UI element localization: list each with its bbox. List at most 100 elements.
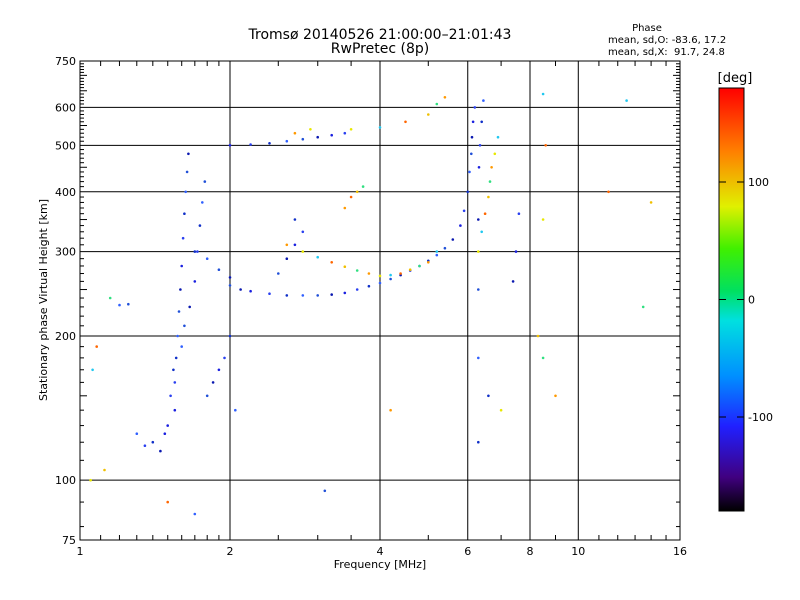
stats-line-o: mean, sd,O: -83.6, 17.2 [608, 35, 726, 46]
data-point-o [477, 356, 480, 360]
data-point-o [205, 394, 209, 398]
data-point-o [443, 246, 447, 250]
data-point-o [166, 424, 169, 427]
data-point-o [173, 381, 177, 384]
data-point-o [217, 268, 221, 272]
data-point-x [544, 144, 547, 147]
data-point-o [285, 139, 289, 143]
data-point-o [480, 120, 484, 124]
colorbar-label: [deg] [718, 71, 753, 86]
data-point-o [470, 135, 474, 139]
data-point-o [301, 137, 305, 141]
data-point-o [228, 144, 232, 147]
y-tick-label: 200 [55, 330, 76, 343]
data-point-o [159, 449, 162, 453]
data-point-o [193, 512, 197, 516]
data-point-o [184, 190, 187, 194]
x-tick-label: 1 [77, 545, 84, 558]
data-point-x [408, 268, 412, 272]
data-point-x [309, 128, 312, 131]
data-point-o [196, 250, 199, 253]
data-point-o [478, 144, 482, 147]
data-point-o [511, 280, 515, 283]
y-tick-label: 400 [55, 186, 76, 199]
data-point-o [277, 272, 280, 275]
data-point-o [451, 238, 455, 241]
data-point-o [468, 170, 471, 174]
data-point-o [176, 334, 179, 338]
data-point-o [217, 368, 221, 372]
x-tick-label: 2 [227, 545, 234, 558]
data-point-x [343, 265, 347, 269]
data-point-o [180, 345, 183, 348]
data-point-o [473, 106, 477, 109]
data-point-o [201, 201, 204, 204]
data-point-o [517, 212, 521, 215]
data-point-x [435, 102, 439, 106]
chart-title: Tromsø 20140526 21:00:00–21:01:43 [248, 27, 512, 43]
data-point-o [355, 288, 359, 291]
x-axis-ticks: 1 2 4 6 8 10 16 [77, 545, 688, 558]
data-point-o [174, 356, 178, 360]
data-point-x [389, 408, 392, 412]
data-point-o [228, 284, 232, 287]
y-axis-ticks: 75 100 200 300 400 500 600 750 [55, 55, 76, 547]
data-point-o [285, 257, 289, 261]
data-point-x [378, 126, 382, 129]
data-point-x [367, 272, 371, 275]
data-point-x [361, 185, 365, 188]
data-point-o [316, 294, 320, 297]
data-point-x [554, 394, 557, 398]
data-points [89, 92, 653, 516]
data-point-x [349, 195, 353, 199]
data-point-x [349, 128, 353, 131]
data-point-o [151, 440, 155, 444]
y-tick-label: 300 [55, 246, 76, 259]
data-point-o [249, 143, 252, 146]
data-point-x [427, 113, 430, 116]
data-point-o [239, 288, 242, 291]
y-tick-label: 500 [55, 139, 76, 152]
x-tick-label: 10 [571, 545, 585, 558]
data-point-o [514, 250, 518, 253]
data-point-o [301, 294, 305, 297]
data-point-o [462, 209, 466, 213]
stats-box: Phase mean, sd,O: -83.6, 17.2 mean, sd,X… [608, 23, 726, 58]
data-point-x [378, 274, 382, 278]
data-point-x [435, 250, 439, 253]
data-point-x [490, 166, 493, 169]
data-point-x [541, 218, 545, 221]
colorbar-tick-label: -100 [748, 411, 773, 424]
data-point-o [172, 368, 175, 372]
data-point-x [355, 190, 359, 194]
data-point-x [399, 272, 402, 275]
x-tick-label: 4 [377, 545, 384, 558]
y-tick-label: 750 [55, 55, 76, 68]
data-point-x [418, 264, 421, 268]
data-point-o [482, 99, 485, 102]
data-point-o [205, 257, 209, 261]
data-point-o [285, 294, 289, 297]
data-point-o [234, 408, 237, 412]
x-tick-label: 6 [464, 545, 471, 558]
chart-title-group: Tromsø 20140526 21:00:00–21:01:43 RwPret… [248, 27, 512, 57]
data-point-x [477, 250, 480, 253]
data-point-x [343, 206, 347, 210]
colorbar-tick-label: 0 [748, 294, 755, 307]
data-point-o [477, 288, 480, 291]
data-point-o [316, 135, 320, 139]
data-point-o [163, 432, 167, 436]
data-point-o [470, 152, 473, 156]
data-point-o [177, 310, 181, 313]
data-point-o [228, 276, 232, 279]
data-point-o [193, 250, 197, 253]
y-axis-label: Stationary phase Virtual Height [km] [37, 199, 50, 401]
data-point-x [330, 261, 334, 264]
data-point-x [355, 269, 359, 272]
stats-header: Phase [632, 23, 662, 34]
data-point-o [293, 243, 297, 247]
data-point-x [541, 92, 545, 96]
colorbar: [deg] 100 0 -100 [718, 71, 773, 512]
data-point-x [536, 334, 540, 338]
